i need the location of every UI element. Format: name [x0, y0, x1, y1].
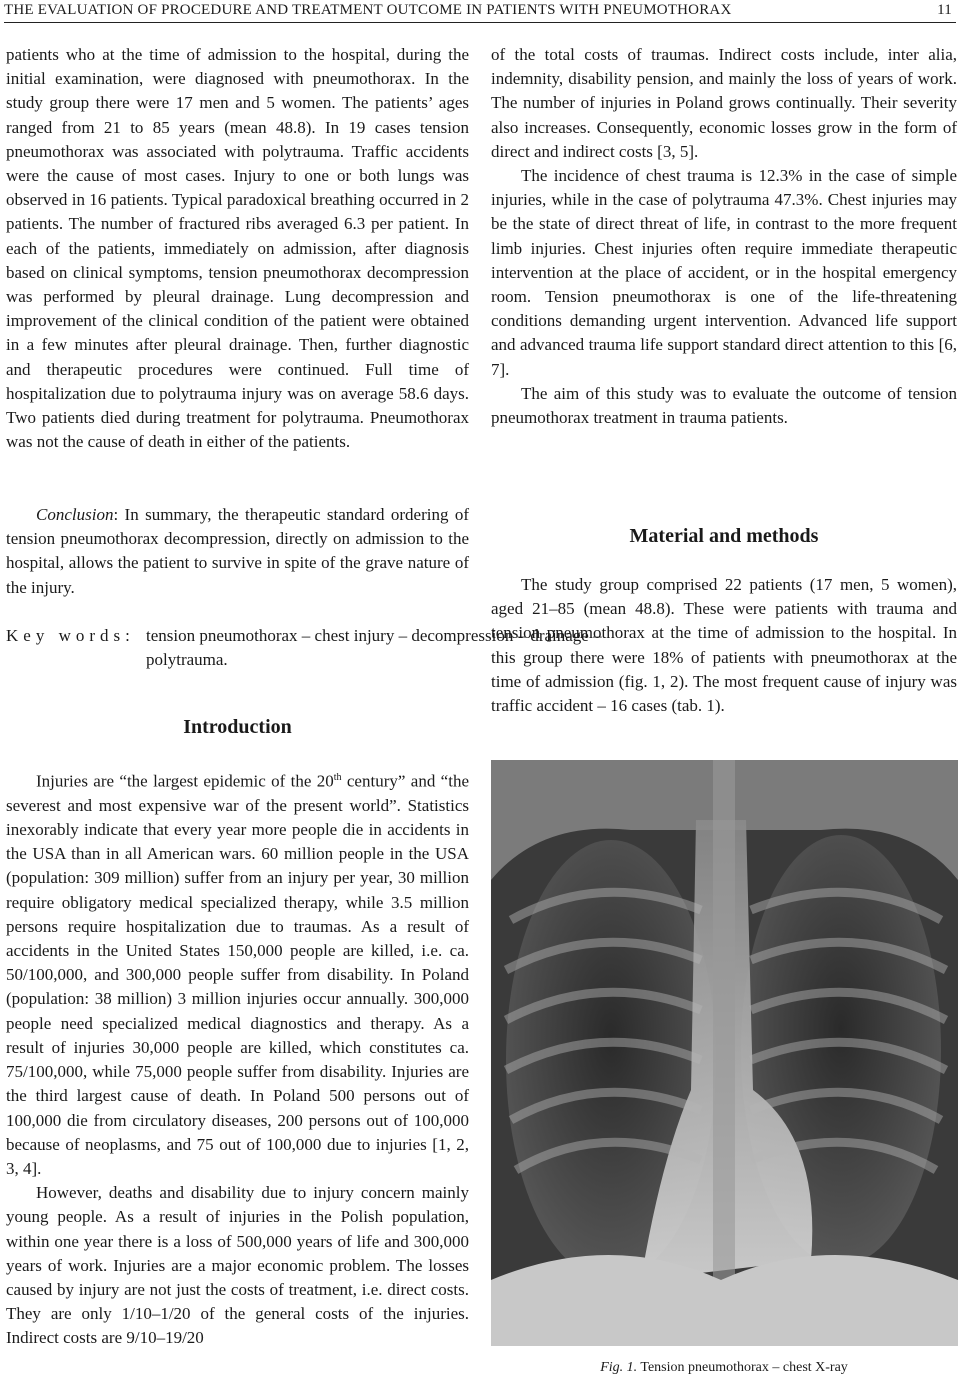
paragraph: patients who at the time of admission to…: [6, 45, 469, 452]
conclusion-text: : In summary, the therapeutic standard o…: [6, 505, 469, 597]
running-header: THE EVALUATION OF PROCEDURE AND TREATMEN…: [4, 2, 956, 23]
paragraph: However, deaths and disability due to in…: [6, 1183, 469, 1348]
right-column: of the total costs of traumas. Indirect …: [491, 43, 957, 430]
page-number: 11: [937, 2, 952, 18]
header-title: THE EVALUATION OF PROCEDURE AND TREATMEN…: [4, 2, 732, 18]
section-heading: Material and methods: [629, 525, 819, 547]
figure-caption: Fig. 1. Tension pneumothorax – chest X-r…: [491, 1360, 957, 1376]
paragraph: The aim of this study was to evaluate th…: [491, 383, 957, 428]
conclusion-label: Conclusion: [36, 505, 114, 524]
superscript: th: [333, 772, 342, 783]
methods: The study group comprised 22 patients (1…: [491, 573, 957, 718]
paragraph: Conclusion: In summary, the therapeutic …: [6, 503, 469, 600]
caption-text: Tension pneumothorax – chest X-ray: [640, 1360, 848, 1375]
paragraph: The study group comprised 22 patients (1…: [491, 575, 957, 716]
keywords-text: tension pneumothorax – chest injury – de…: [146, 626, 602, 670]
paragraph: of the total costs of traumas. Indirect …: [491, 45, 957, 161]
keywords: Key words: tension pneumothorax – chest i…: [6, 624, 609, 672]
text: century” and “the severest and most expe…: [6, 771, 469, 1178]
text: Injuries are “the largest epidemic of th…: [36, 771, 334, 791]
conclusion: Conclusion: In summary, the therapeutic …: [6, 503, 469, 600]
paragraph: Injuries are “the largest epidemic of th…: [6, 766, 469, 1181]
section-heading: Introduction: [183, 716, 292, 738]
xray-image: [491, 760, 958, 1346]
paragraph: The incidence of chest trauma is 12.3% i…: [491, 166, 957, 379]
introduction: Injuries are “the largest epidemic of th…: [6, 766, 469, 1351]
abstract: patients who at the time of admission to…: [6, 43, 469, 454]
keywords-label: Key words:: [6, 626, 135, 645]
figure-label: Fig. 1.: [600, 1360, 638, 1375]
